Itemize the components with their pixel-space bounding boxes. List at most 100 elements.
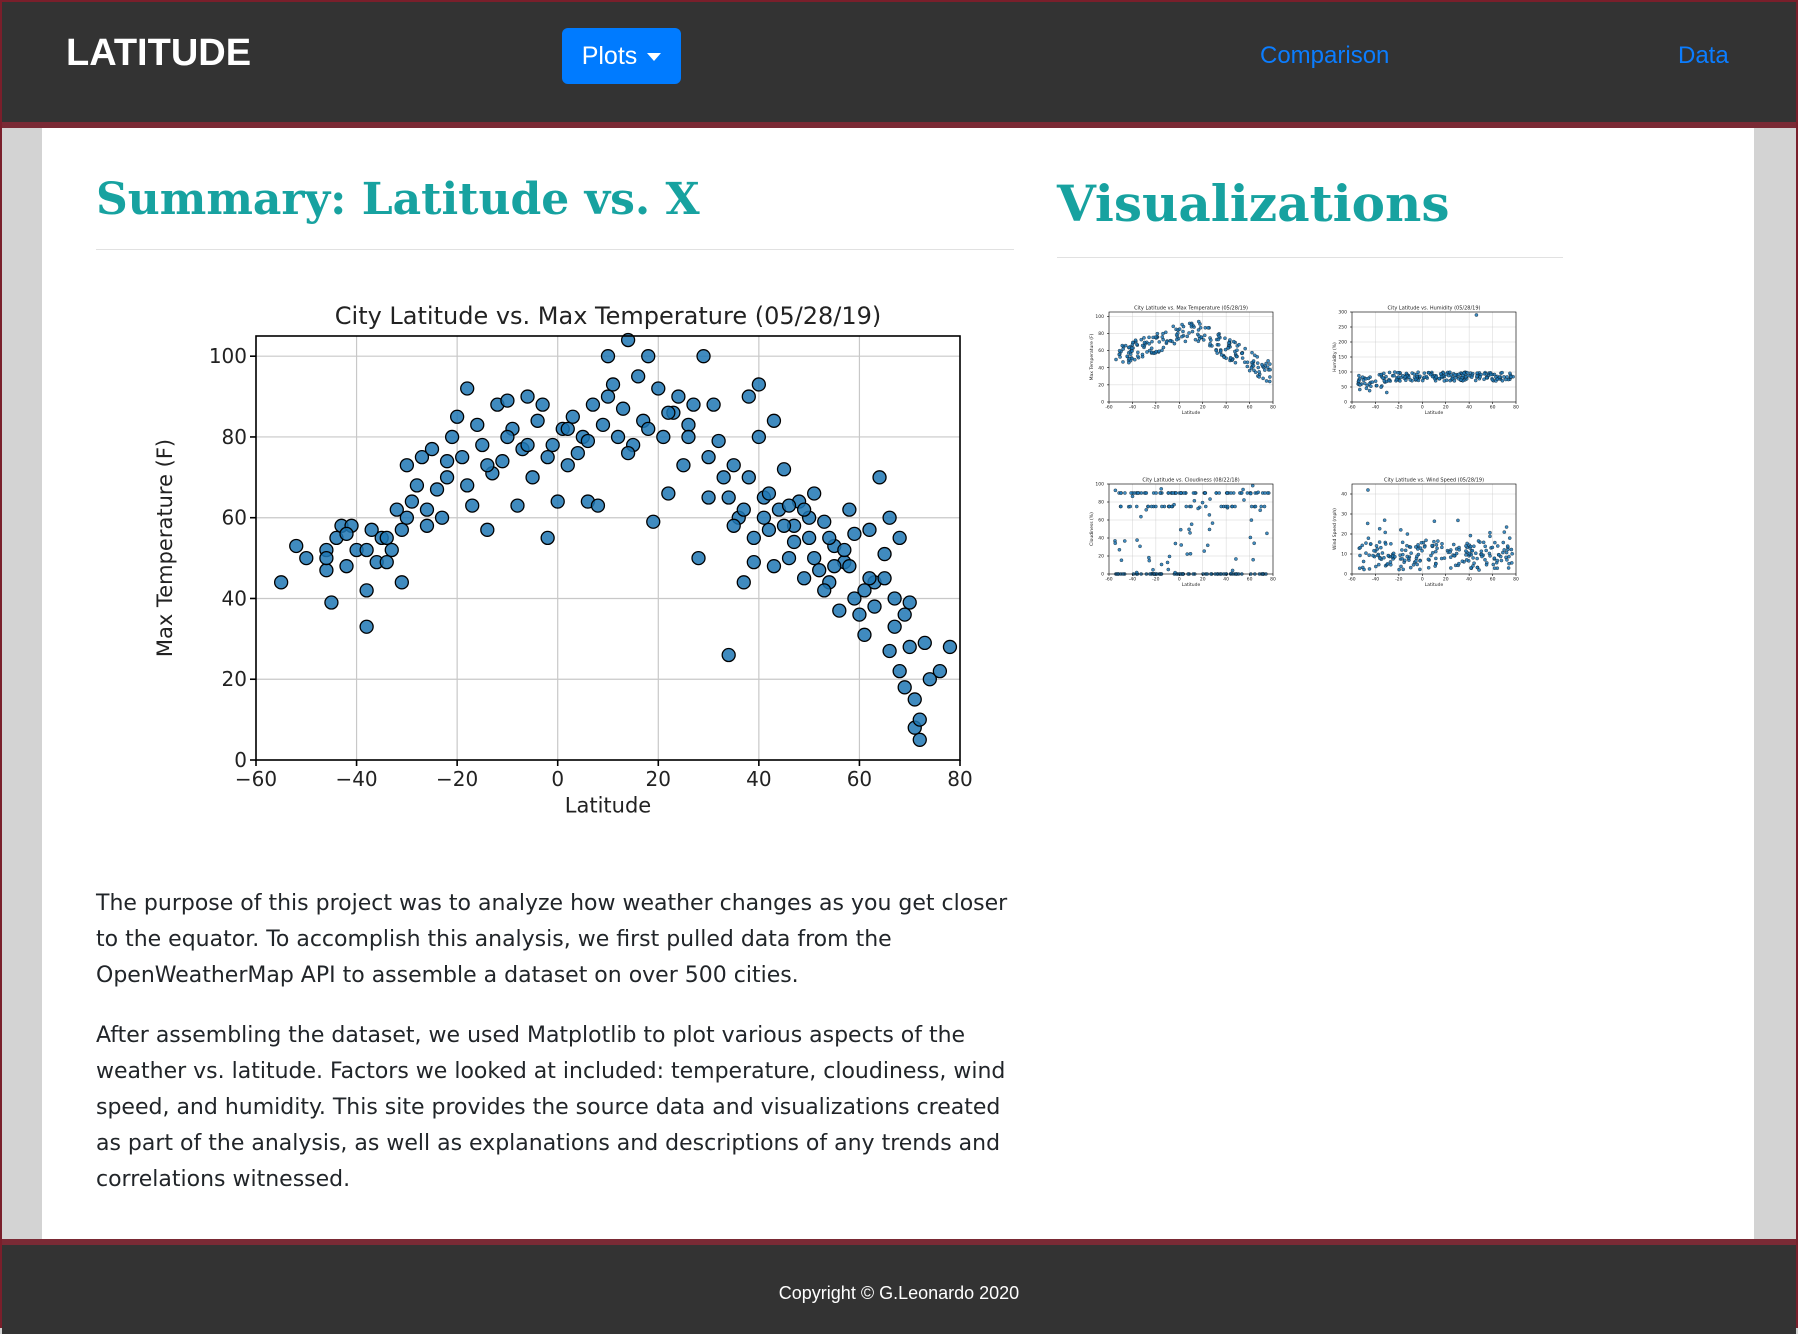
data-point bbox=[1471, 556, 1475, 560]
thumbnail-humidity[interactable]: -60 -40 -20 0 20 40 60 80 0 50 100 150 200 250 300 City… bbox=[1330, 300, 1520, 425]
thumbnail-wind-speed[interactable]: -60 -40 -20 0 20 40 60 80 0 10 20 30 40 City Latitude… bbox=[1330, 472, 1520, 597]
data-point bbox=[339, 559, 354, 574]
data-point bbox=[1369, 384, 1373, 389]
data-point bbox=[1448, 370, 1452, 375]
data-point bbox=[1147, 555, 1151, 560]
data-point bbox=[424, 441, 440, 457]
data-point bbox=[1382, 555, 1386, 560]
data-point bbox=[1154, 349, 1158, 354]
y-axis-label: Max Temperature (F) bbox=[153, 439, 177, 657]
data-point bbox=[1418, 546, 1423, 550]
y-tick-label: 20 bbox=[1098, 554, 1104, 560]
data-point bbox=[1422, 375, 1427, 379]
y-tick-label: 40 bbox=[1341, 492, 1347, 498]
data-point bbox=[1164, 340, 1169, 344]
thumbnail-cloudiness[interactable]: -60 -40 -20 0 20 40 60 80 0 20 40 60 80 100 City Latit… bbox=[1087, 472, 1277, 597]
data-point bbox=[726, 458, 741, 473]
data-point bbox=[1429, 553, 1433, 558]
data-point bbox=[822, 530, 837, 546]
data-point bbox=[1243, 346, 1247, 351]
data-point bbox=[1264, 361, 1268, 366]
data-point bbox=[1178, 527, 1183, 532]
data-point bbox=[1436, 539, 1440, 543]
data-point bbox=[1453, 373, 1457, 377]
x-tick-label: 0 bbox=[1178, 405, 1181, 411]
data-point bbox=[444, 429, 460, 445]
data-point bbox=[565, 409, 580, 424]
y-tick-label: 0 bbox=[1101, 400, 1104, 406]
data-point bbox=[1250, 483, 1255, 488]
data-point bbox=[817, 583, 832, 598]
data-point bbox=[1487, 551, 1492, 556]
data-point bbox=[1204, 504, 1208, 509]
data-point bbox=[1393, 554, 1397, 559]
data-point bbox=[1397, 567, 1401, 572]
data-point bbox=[882, 643, 897, 659]
data-point bbox=[706, 397, 721, 412]
data-point bbox=[1358, 545, 1362, 550]
data-point bbox=[1475, 565, 1480, 570]
data-point bbox=[1153, 335, 1158, 339]
y-tick-label: 50 bbox=[1341, 385, 1347, 391]
data-point bbox=[887, 591, 902, 606]
data-point bbox=[1151, 567, 1155, 572]
data-point bbox=[1214, 348, 1218, 353]
data-point bbox=[1210, 521, 1215, 525]
data-point bbox=[1392, 373, 1396, 378]
data-point bbox=[429, 482, 445, 497]
data-point bbox=[389, 502, 404, 517]
data-point bbox=[1505, 558, 1509, 562]
data-point bbox=[691, 550, 706, 566]
data-point bbox=[942, 639, 958, 655]
x-tick-label: 20 bbox=[1443, 577, 1449, 583]
nav-link-comparison[interactable]: Comparison bbox=[1260, 42, 1390, 69]
data-point bbox=[1217, 334, 1221, 339]
data-point bbox=[1358, 387, 1362, 392]
data-point bbox=[1134, 504, 1139, 509]
data-point bbox=[1509, 547, 1514, 552]
brand-logo[interactable]: LATITUDE bbox=[66, 32, 252, 74]
data-point bbox=[570, 445, 585, 461]
y-tick-label: 200 bbox=[1338, 340, 1347, 346]
data-point bbox=[1472, 561, 1476, 565]
nav-link-data[interactable]: Data bbox=[1678, 42, 1729, 69]
data-point bbox=[847, 526, 862, 542]
data-point bbox=[1375, 553, 1380, 558]
data-point bbox=[1464, 553, 1468, 557]
data-point bbox=[1217, 491, 1222, 495]
y-tick-label: 0 bbox=[1344, 572, 1347, 578]
data-point bbox=[1468, 544, 1473, 549]
x-tick-label: 20 bbox=[1443, 405, 1449, 411]
data-point bbox=[1432, 519, 1437, 523]
data-point bbox=[1505, 544, 1510, 548]
data-point bbox=[1364, 386, 1369, 391]
max-temperature-chart[interactable]: −60 −40 −20 0 20 40 60 80 0 20 40 60 80 100 City Latit… bbox=[116, 298, 976, 878]
data-point bbox=[1386, 553, 1391, 558]
y-tick-label: 80 bbox=[222, 425, 247, 449]
visualizations-divider bbox=[1057, 257, 1563, 258]
data-point bbox=[1136, 350, 1140, 355]
y-tick-label: 40 bbox=[1098, 365, 1104, 371]
data-point bbox=[696, 349, 711, 364]
data-point bbox=[1399, 564, 1403, 569]
data-point bbox=[1377, 526, 1382, 531]
data-point bbox=[922, 672, 937, 687]
data-point bbox=[1422, 545, 1427, 549]
data-point bbox=[1430, 374, 1435, 379]
data-point bbox=[1474, 551, 1478, 556]
data-point bbox=[877, 546, 892, 562]
plots-dropdown-button[interactable]: Plots bbox=[562, 28, 681, 84]
data-point bbox=[736, 575, 751, 590]
data-point bbox=[585, 397, 601, 412]
data-point bbox=[1469, 375, 1474, 379]
data-point bbox=[1497, 375, 1502, 379]
data-point bbox=[1240, 356, 1245, 360]
y-tick-label: 300 bbox=[1338, 310, 1347, 316]
data-point bbox=[1507, 554, 1511, 559]
data-point bbox=[751, 377, 767, 392]
thumbnail-max-temperature[interactable]: -60 -40 -20 0 20 40 60 80 0 20 40 60 80 100 City Latit… bbox=[1087, 300, 1277, 425]
chart-title: City Latitude vs. Max Temperature (05/28… bbox=[335, 302, 881, 330]
data-point bbox=[1130, 346, 1134, 350]
data-point bbox=[1134, 570, 1139, 575]
data-point bbox=[1428, 372, 1433, 377]
